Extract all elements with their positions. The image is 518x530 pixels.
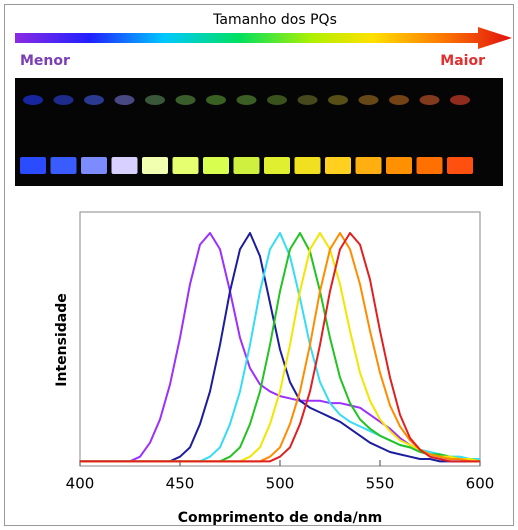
- vial-top-glow: [145, 95, 165, 105]
- vial-top-glow: [419, 95, 440, 105]
- arrow-title: Tamanho dos PQs: [212, 12, 337, 28]
- vial-top-glow: [389, 95, 409, 105]
- x-tick-label: 550: [366, 475, 395, 493]
- x-axis-label: Comprimento de onda/nm: [178, 510, 383, 526]
- plot-frame: [79, 211, 481, 467]
- smaller-label: Menor: [20, 53, 70, 69]
- chart: 400 450 500 550 600 Comprimento de onda/nm Int…: [54, 211, 495, 526]
- vial-glow: [203, 157, 229, 174]
- vial-top-glow: [297, 95, 318, 105]
- larger-label: Maior: [440, 53, 485, 69]
- y-axis-label: Intensidade: [54, 293, 70, 386]
- vial-top-glow: [328, 95, 348, 105]
- x-tick-label: 500: [266, 475, 295, 493]
- vial-glow: [172, 157, 199, 174]
- border: [4, 4, 514, 526]
- vial-glow: [20, 157, 46, 174]
- vial-top-glow: [236, 95, 257, 105]
- vial-glow: [447, 157, 473, 174]
- vial-top-glow: [206, 95, 226, 105]
- vial-glow: [233, 157, 260, 174]
- vial-glow: [386, 157, 412, 174]
- vials: [20, 95, 473, 174]
- vial-glow: [325, 157, 351, 174]
- vial-top-glow: [450, 95, 470, 105]
- vial-glow: [50, 157, 77, 174]
- vial-glow: [111, 157, 138, 174]
- vial-glow: [264, 157, 290, 174]
- vial-glow: [355, 157, 382, 174]
- vial-top-glow: [267, 95, 287, 105]
- x-tick-label: 400: [66, 475, 95, 493]
- vial-glow: [81, 157, 107, 174]
- size-arrow: [15, 27, 512, 49]
- x-tick-label: 600: [466, 475, 495, 493]
- vial-glow: [294, 157, 321, 174]
- x-tick-label: 450: [166, 475, 195, 493]
- vial-top-glow: [23, 95, 43, 105]
- vial-glow: [142, 157, 168, 174]
- vial-top-glow: [84, 95, 104, 105]
- spectrum-line: [80, 231, 480, 463]
- vial-top-glow: [175, 95, 196, 105]
- vial-top-glow: [358, 95, 379, 105]
- vial-top-glow: [114, 95, 135, 105]
- vial-top-glow: [53, 95, 74, 105]
- vial-glow: [416, 157, 443, 174]
- spectrum-line: [80, 231, 480, 463]
